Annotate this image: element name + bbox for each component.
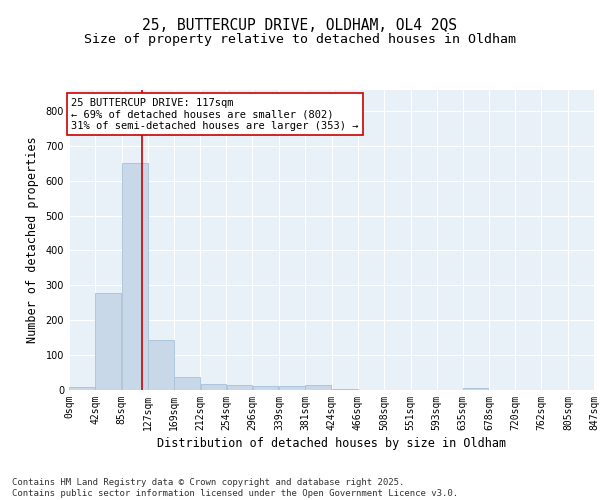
Text: Size of property relative to detached houses in Oldham: Size of property relative to detached ho… xyxy=(84,32,516,46)
Bar xyxy=(200,384,226,390)
Bar xyxy=(279,386,305,390)
Bar xyxy=(95,293,121,390)
Bar xyxy=(69,387,95,390)
Text: 25, BUTTERCUP DRIVE, OLDHAM, OL4 2QS: 25, BUTTERCUP DRIVE, OLDHAM, OL4 2QS xyxy=(143,18,458,32)
Text: Contains HM Land Registry data © Crown copyright and database right 2025.
Contai: Contains HM Land Registry data © Crown c… xyxy=(12,478,458,498)
Bar xyxy=(174,376,200,390)
Text: 25 BUTTERCUP DRIVE: 117sqm
← 69% of detached houses are smaller (802)
31% of sem: 25 BUTTERCUP DRIVE: 117sqm ← 69% of deta… xyxy=(71,98,359,130)
X-axis label: Distribution of detached houses by size in Oldham: Distribution of detached houses by size … xyxy=(157,437,506,450)
Bar xyxy=(148,340,173,390)
Bar xyxy=(305,386,331,390)
Y-axis label: Number of detached properties: Number of detached properties xyxy=(26,136,38,344)
Bar xyxy=(332,389,358,390)
Bar xyxy=(463,388,488,390)
Bar xyxy=(122,164,148,390)
Bar xyxy=(227,386,253,390)
Bar xyxy=(253,386,278,390)
